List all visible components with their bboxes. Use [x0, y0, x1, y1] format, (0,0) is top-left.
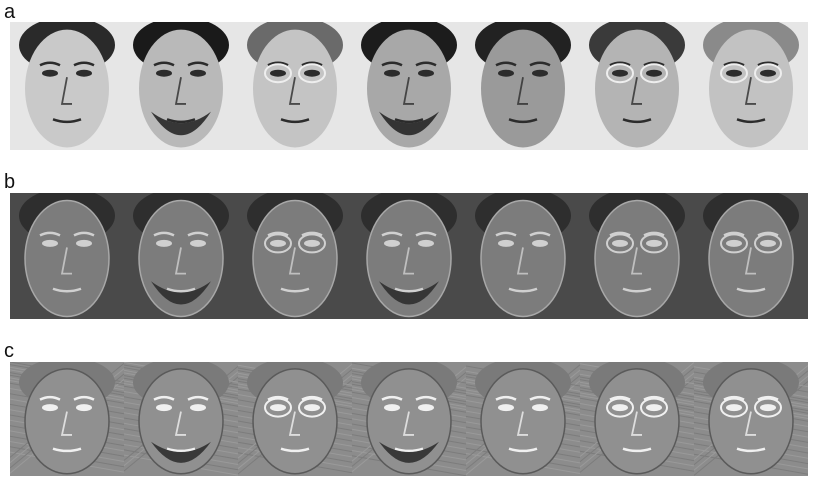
face-image-b-6: [580, 193, 694, 319]
face-image-c-4: [352, 362, 466, 476]
face-image-c-6: [580, 362, 694, 476]
face-image-b-3: [238, 193, 352, 319]
face-image-a-7: [694, 22, 808, 150]
face-image-b-2: [124, 193, 238, 319]
face-image-a-3: [238, 22, 352, 150]
face-strip-a: [10, 22, 808, 150]
face-image-a-1: [10, 22, 124, 150]
face-image-c-3: [238, 362, 352, 476]
face-strip-b: [10, 193, 808, 319]
face-image-a-2: [124, 22, 238, 150]
row-label-a: a: [4, 1, 16, 23]
row-label-b: b: [4, 171, 16, 193]
face-image-a-5: [466, 22, 580, 150]
face-image-a-6: [580, 22, 694, 150]
face-strip-c: [10, 362, 808, 476]
face-image-b-4: [352, 193, 466, 319]
face-image-b-5: [466, 193, 580, 319]
face-image-c-1: [10, 362, 124, 476]
face-image-b-1: [10, 193, 124, 319]
face-image-c-7: [694, 362, 808, 476]
face-image-b-7: [694, 193, 808, 319]
face-image-c-5: [466, 362, 580, 476]
row-label-c: c: [4, 340, 14, 362]
face-image-c-2: [124, 362, 238, 476]
face-image-a-4: [352, 22, 466, 150]
